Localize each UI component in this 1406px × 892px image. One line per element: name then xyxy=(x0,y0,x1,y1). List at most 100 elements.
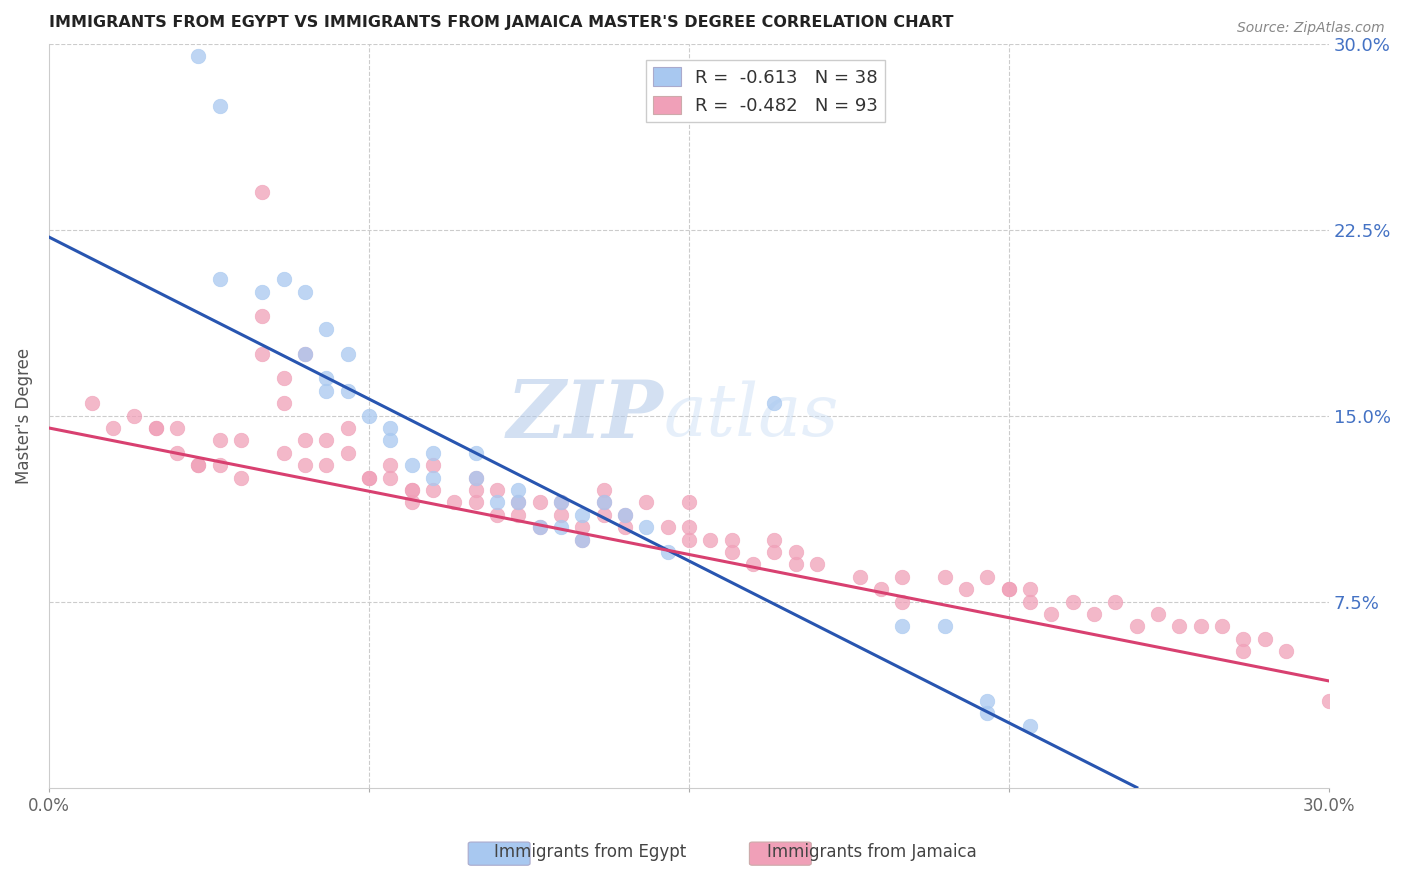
Point xyxy=(315,371,337,385)
Point xyxy=(464,495,486,509)
Point xyxy=(485,508,508,522)
Point xyxy=(891,594,914,608)
Point xyxy=(315,458,337,473)
Point xyxy=(571,508,593,522)
Point xyxy=(1211,619,1233,633)
Point xyxy=(1126,619,1149,633)
Point xyxy=(80,396,103,410)
Point xyxy=(636,495,658,509)
Point xyxy=(252,346,274,360)
Point xyxy=(380,470,402,484)
Point xyxy=(891,619,914,633)
Point xyxy=(208,98,231,112)
Point xyxy=(806,558,828,572)
Point xyxy=(592,483,614,497)
Point xyxy=(485,483,508,497)
Point xyxy=(273,446,295,460)
Point xyxy=(187,49,209,63)
Point xyxy=(273,396,295,410)
Point xyxy=(571,520,593,534)
Text: atlas: atlas xyxy=(664,380,839,450)
Point xyxy=(699,533,721,547)
Text: Immigrants from Egypt: Immigrants from Egypt xyxy=(495,843,686,861)
Point xyxy=(848,570,870,584)
Point xyxy=(550,495,572,509)
Point xyxy=(380,421,402,435)
Point xyxy=(1254,632,1277,646)
Point xyxy=(145,421,167,435)
Point xyxy=(336,384,359,398)
Point xyxy=(1275,644,1298,658)
Point xyxy=(785,558,807,572)
Point xyxy=(357,470,380,484)
Point xyxy=(336,421,359,435)
Point xyxy=(273,272,295,286)
Point xyxy=(208,458,231,473)
Point xyxy=(1104,594,1126,608)
Point xyxy=(464,470,486,484)
Point xyxy=(678,495,700,509)
Point xyxy=(869,582,891,597)
Point xyxy=(741,558,763,572)
Point xyxy=(1083,607,1105,621)
Point xyxy=(294,285,316,299)
Point xyxy=(508,495,530,509)
Point xyxy=(976,694,998,708)
Point xyxy=(998,582,1021,597)
Point xyxy=(613,508,636,522)
Point xyxy=(657,545,679,559)
Point xyxy=(464,446,486,460)
Point xyxy=(273,371,295,385)
Point xyxy=(315,434,337,448)
Text: ZIP: ZIP xyxy=(506,376,664,454)
Point xyxy=(485,495,508,509)
Point xyxy=(208,272,231,286)
Point xyxy=(550,495,572,509)
Point xyxy=(252,285,274,299)
Point xyxy=(955,582,977,597)
Point xyxy=(294,434,316,448)
Point xyxy=(1147,607,1170,621)
Point xyxy=(1189,619,1212,633)
Point xyxy=(401,495,423,509)
Point xyxy=(1062,594,1084,608)
Point xyxy=(336,346,359,360)
Point xyxy=(976,706,998,720)
Point xyxy=(592,508,614,522)
Point xyxy=(508,508,530,522)
Point xyxy=(720,533,742,547)
Point xyxy=(401,483,423,497)
Point xyxy=(1019,594,1042,608)
Point xyxy=(187,458,209,473)
Point xyxy=(763,396,786,410)
Point xyxy=(443,495,465,509)
Point xyxy=(401,458,423,473)
Point xyxy=(464,470,486,484)
Point xyxy=(976,570,998,584)
Point xyxy=(613,508,636,522)
Point xyxy=(592,495,614,509)
Point xyxy=(315,322,337,336)
Point xyxy=(1019,718,1042,732)
Text: IMMIGRANTS FROM EGYPT VS IMMIGRANTS FROM JAMAICA MASTER'S DEGREE CORRELATION CHA: IMMIGRANTS FROM EGYPT VS IMMIGRANTS FROM… xyxy=(49,15,953,30)
Point xyxy=(1040,607,1063,621)
Point xyxy=(336,446,359,460)
Point xyxy=(763,545,786,559)
Point xyxy=(1232,632,1254,646)
Point xyxy=(380,434,402,448)
Point xyxy=(508,483,530,497)
Point xyxy=(166,446,188,460)
Point xyxy=(187,458,209,473)
Legend: R =  -0.613   N = 38, R =  -0.482   N = 93: R = -0.613 N = 38, R = -0.482 N = 93 xyxy=(647,60,886,122)
Point xyxy=(550,520,572,534)
Point xyxy=(101,421,124,435)
Point xyxy=(422,470,444,484)
Point xyxy=(252,186,274,200)
Point xyxy=(934,570,956,584)
Point xyxy=(145,421,167,435)
Point xyxy=(529,495,551,509)
Point xyxy=(657,520,679,534)
Point xyxy=(166,421,188,435)
Point xyxy=(571,533,593,547)
Point xyxy=(252,310,274,324)
